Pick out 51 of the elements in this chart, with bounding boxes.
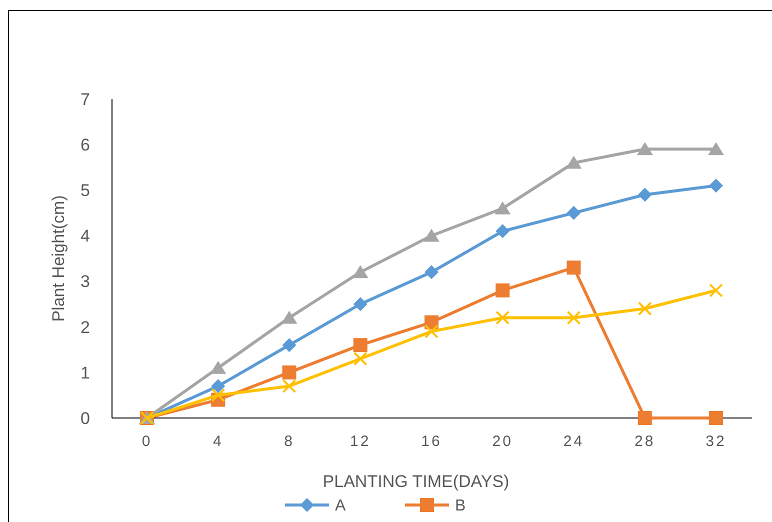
legend-label: A: [335, 498, 346, 515]
y-tick-label: 4: [80, 226, 90, 246]
point: [638, 411, 652, 425]
y-tick-label: 2: [80, 318, 90, 337]
point: [424, 265, 438, 280]
point: [638, 302, 652, 316]
point: [282, 338, 296, 352]
point: [353, 297, 368, 312]
y-axis-title: Plant Height(cm): [49, 195, 68, 322]
point: [494, 201, 511, 214]
point: [496, 310, 510, 325]
x-axis-title: PLANTING TIME(DAYS): [322, 472, 510, 491]
x-tick-label: 24: [563, 433, 584, 450]
point: [566, 260, 581, 275]
x-tick-label: 4: [212, 433, 224, 450]
point: [352, 265, 368, 278]
x-tick-label: 12: [350, 433, 371, 450]
point: [709, 411, 723, 425]
point: [211, 388, 226, 402]
x-tick-label: 0: [142, 433, 152, 450]
point: [566, 310, 581, 325]
point: [496, 224, 510, 238]
point: [282, 365, 296, 380]
point: [709, 178, 723, 193]
point: [496, 283, 510, 298]
point: [424, 324, 438, 338]
point: [210, 360, 226, 374]
x-tick-label: 28: [634, 433, 656, 450]
x-tick-label: 16: [421, 433, 442, 450]
point: [353, 338, 368, 352]
point: [709, 283, 723, 298]
legend-label: B: [455, 498, 466, 515]
y-tick-label: 3: [80, 272, 90, 292]
point: [636, 142, 653, 156]
y-tick-label: 1: [80, 363, 90, 382]
point: [424, 228, 440, 242]
y-tick-label: 6: [80, 136, 90, 155]
x-tick-label: 8: [284, 433, 294, 450]
point: [211, 379, 226, 394]
point: [566, 206, 581, 220]
x-tick-label: 32: [706, 433, 726, 450]
y-tick-label: 5: [80, 181, 90, 200]
point: [638, 188, 652, 202]
point: [566, 156, 582, 169]
point: [708, 142, 724, 156]
point: [281, 310, 298, 324]
y-tick-label: 0: [80, 408, 90, 428]
point: [282, 379, 296, 394]
y-tick-label: 7: [80, 90, 90, 109]
x-tick-label: 20: [492, 433, 513, 450]
point: [353, 352, 368, 366]
